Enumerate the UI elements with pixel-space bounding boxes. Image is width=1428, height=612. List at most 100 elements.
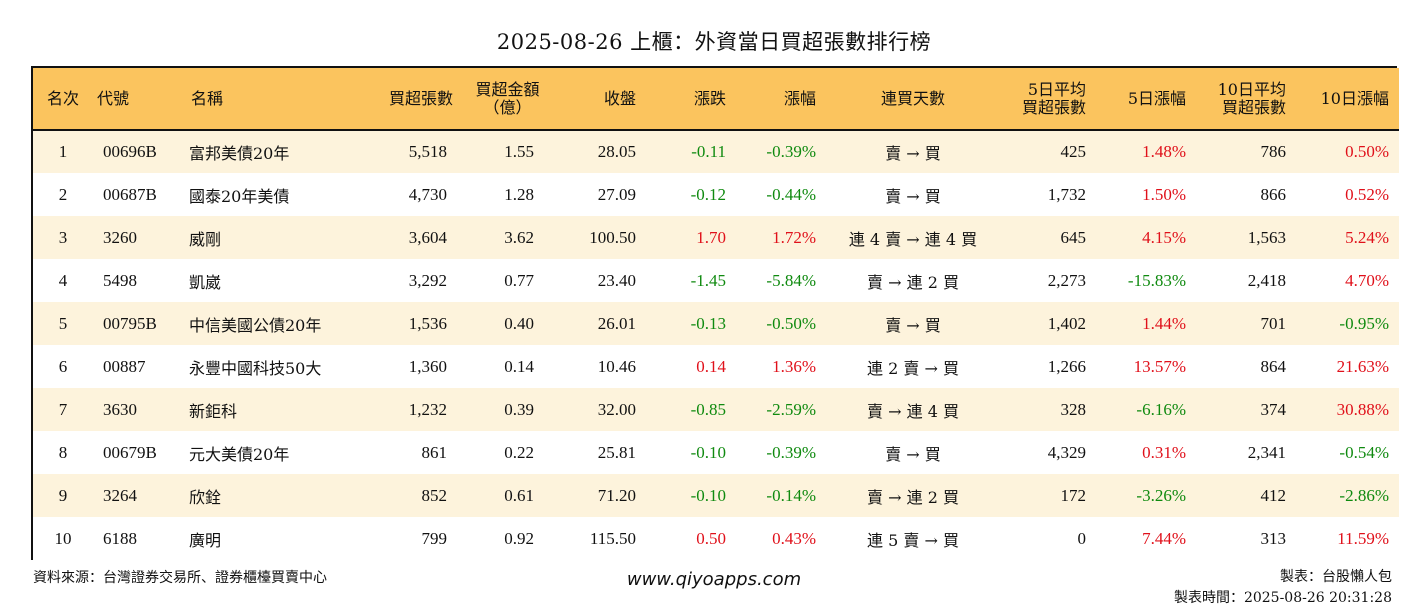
cell-name: 威剛 [189, 229, 222, 249]
cell-streak: 賣 → 連 2 買 [867, 487, 959, 507]
cell-name: 富邦美債20年 [189, 144, 290, 163]
cell-change-pct: -5.84% [766, 270, 816, 290]
table-row: 8 00679B 元大美債20年 861 0.22 25.81 -0.10 -0.39% 賣 →… [33, 431, 1399, 474]
cell-net-buy-lots: 1,536 [408, 313, 447, 333]
cell-close: 115.50 [589, 528, 636, 548]
cell-pct5: -3.26% [1136, 485, 1186, 505]
header-avg10-line2: 買超張數 [1221, 97, 1286, 117]
table-row: 1 00696B 富邦美債20年 5,518 1.55 28.05 -0.11 -0.39% 賣… [33, 130, 1399, 173]
table-row: 3 3260 威剛 3,604 3.62 100.50 1.70 1.72% 連 4 賣 → 連… [33, 216, 1399, 259]
cell-avg5: 328 [1060, 399, 1087, 419]
cell-net-buy-amount: 1.28 [504, 184, 534, 204]
cell-pct10: -0.95% [1339, 313, 1389, 333]
cell-name: 國泰20年美債 [189, 186, 290, 206]
cell-rank: 9 [58, 485, 68, 505]
header-avg5-line1: 5日平均 [1027, 79, 1086, 99]
footer-credits: 製表：台股懶人包 製表時間：2025-08-26 20:31:28 [1174, 567, 1392, 609]
table-row: 7 3630 新鉅科 1,232 0.39 32.00 -0.85 -2.59% 賣 → 連 4… [33, 388, 1399, 431]
cell-code: 00687B [103, 184, 157, 204]
cell-streak: 連 2 賣 → 買 [867, 358, 959, 378]
cell-pct10: -0.54% [1339, 442, 1389, 462]
header-avg5-line2: 買超張數 [1021, 97, 1086, 117]
timestamp: 製表時間：2025-08-26 20:31:28 [1173, 590, 1392, 606]
cell-name: 凱崴 [189, 272, 222, 292]
cell-net-buy-lots: 3,604 [408, 227, 447, 247]
cell-avg5: 645 [1060, 227, 1087, 247]
table-row: 5 00795B 中信美國公債20年 1,536 0.40 26.01 -0.13 -0.50… [33, 302, 1399, 345]
cell-change: -0.13 [690, 313, 726, 333]
cell-streak: 賣 → 買 [885, 444, 941, 464]
cell-rank: 4 [58, 270, 68, 290]
cell-close: 23.40 [597, 270, 636, 290]
cell-streak: 連 5 賣 → 買 [867, 530, 959, 550]
website-link[interactable]: www.qiyoapps.com [626, 569, 802, 590]
cell-code: 5498 [103, 270, 137, 290]
table-row: 10 6188 廣明 799 0.92 115.50 0.50 0.43% 連 5 賣 → 買 0… [33, 517, 1399, 560]
header-avg10-line1: 10日平均 [1217, 79, 1286, 99]
cell-pct10: 4.70% [1345, 270, 1389, 290]
cell-change: -0.10 [690, 485, 726, 505]
cell-avg5: 172 [1060, 485, 1087, 505]
cell-avg5: 1,732 [1047, 184, 1086, 204]
cell-code: 3264 [103, 485, 137, 505]
cell-pct10: 11.59% [1337, 528, 1389, 548]
cell-name: 元大美債20年 [189, 444, 290, 464]
cell-close: 10.46 [597, 356, 636, 376]
cell-rank: 3 [58, 227, 68, 247]
cell-name: 新鉅科 [189, 401, 238, 421]
cell-avg5: 4,329 [1047, 442, 1086, 462]
cell-close: 27.09 [597, 184, 636, 204]
cell-streak: 賣 → 連 2 買 [867, 272, 959, 292]
cell-change: 1.70 [696, 227, 726, 247]
cell-net-buy-amount: 0.22 [504, 442, 534, 462]
cell-pct10: 0.50% [1345, 142, 1389, 161]
ranking-table-container: 名次 代號 名稱 買超張數 買超金額 （億） 收盤 漲跌 漲幅 連買天數 5日平… [31, 66, 1399, 560]
cell-net-buy-amount: 0.92 [504, 528, 534, 548]
cell-net-buy-lots: 5,518 [408, 142, 447, 161]
header-net-buy-amount: 買超金額 （億） [457, 68, 558, 131]
cell-net-buy-amount: 0.77 [504, 270, 534, 290]
cell-net-buy-amount: 0.39 [504, 399, 534, 419]
header-rank: 名次 [33, 68, 93, 131]
cell-code: 00696B [103, 142, 157, 161]
header-change: 漲跌 [648, 68, 738, 131]
cell-rank: 6 [58, 356, 68, 376]
header-code: 代號 [93, 68, 179, 131]
cell-net-buy-lots: 799 [421, 528, 448, 548]
cell-avg10: 374 [1260, 399, 1287, 419]
cell-close: 26.01 [597, 313, 636, 333]
cell-avg10: 412 [1260, 485, 1287, 505]
table-row: 2 00687B 國泰20年美債 4,730 1.28 27.09 -0.12 -0.44% 賣… [33, 173, 1399, 216]
cell-rank: 1 [58, 142, 68, 161]
cell-close: 32.00 [597, 399, 636, 419]
cell-avg10: 2,418 [1247, 270, 1286, 290]
maker-label: 製表：台股懶人包 [1280, 569, 1392, 585]
cell-pct5: 0.31% [1142, 442, 1186, 462]
cell-net-buy-lots: 861 [421, 442, 448, 462]
cell-pct10: 5.24% [1345, 227, 1389, 247]
cell-net-buy-lots: 1,360 [408, 356, 447, 376]
cell-change: 0.50 [696, 528, 726, 548]
table-body: 1 00696B 富邦美債20年 5,518 1.55 28.05 -0.11 -0.39% 賣… [33, 130, 1399, 560]
cell-net-buy-lots: 3,292 [408, 270, 447, 290]
cell-code: 00679B [103, 442, 157, 462]
cell-net-buy-amount: 0.14 [504, 356, 534, 376]
cell-code: 00887 [103, 356, 146, 376]
cell-net-buy-amount: 0.61 [504, 485, 534, 505]
cell-net-buy-amount: 3.62 [504, 227, 534, 247]
cell-avg10: 313 [1260, 528, 1287, 548]
cell-net-buy-lots: 852 [421, 485, 448, 505]
cell-pct10: 0.52% [1345, 184, 1389, 204]
table-row: 9 3264 欣銓 852 0.61 71.20 -0.10 -0.14% 賣 → 連 2 買 1… [33, 474, 1399, 517]
cell-name: 永豐中國科技50大 [189, 358, 322, 378]
cell-code: 3260 [103, 227, 137, 247]
cell-avg5: 425 [1060, 142, 1087, 161]
cell-rank: 10 [54, 528, 72, 548]
ranking-table: 名次 代號 名稱 買超張數 買超金額 （億） 收盤 漲跌 漲幅 連買天數 5日平… [33, 68, 1399, 560]
cell-pct5: 7.44% [1142, 528, 1186, 548]
cell-code: 3630 [103, 399, 137, 419]
table-row: 4 5498 凱崴 3,292 0.77 23.40 -1.45 -5.84% 賣 → 連 2 … [33, 259, 1399, 302]
cell-pct10: -2.86% [1339, 485, 1389, 505]
cell-avg10: 701 [1260, 313, 1287, 333]
cell-code: 00795B [103, 313, 157, 333]
